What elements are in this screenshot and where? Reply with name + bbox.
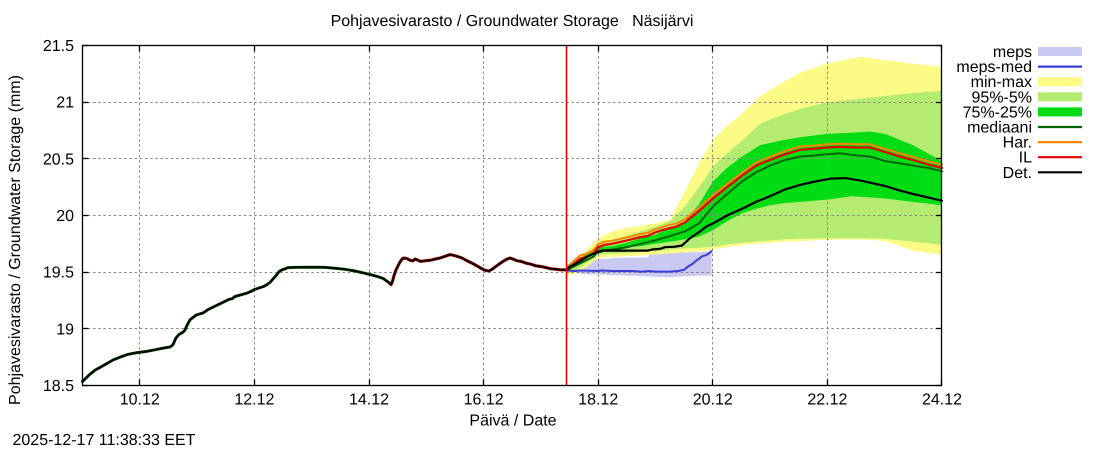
svg-text:21.5: 21.5 bbox=[43, 38, 74, 55]
svg-text:meps-med: meps-med bbox=[956, 59, 1032, 76]
svg-text:18.12: 18.12 bbox=[578, 392, 618, 409]
svg-text:mediaani: mediaani bbox=[967, 120, 1032, 137]
svg-text:Det.: Det. bbox=[1003, 165, 1032, 182]
svg-text:19.5: 19.5 bbox=[43, 265, 74, 282]
svg-text:Har.: Har. bbox=[1003, 135, 1032, 152]
svg-text:75%-25%: 75%-25% bbox=[963, 104, 1032, 121]
svg-text:min-max: min-max bbox=[971, 74, 1032, 91]
svg-text:Pohjavesivarasto / Groundwater: Pohjavesivarasto / Groundwater Storage N… bbox=[331, 13, 694, 30]
svg-text:16.12: 16.12 bbox=[464, 392, 504, 409]
svg-text:14.12: 14.12 bbox=[349, 392, 389, 409]
svg-text:21: 21 bbox=[56, 95, 74, 112]
svg-text:20: 20 bbox=[56, 208, 74, 225]
svg-text:2025-12-17 11:38:33 EET: 2025-12-17 11:38:33 EET bbox=[13, 432, 196, 449]
svg-text:12.12: 12.12 bbox=[234, 392, 274, 409]
svg-text:20.12: 20.12 bbox=[693, 392, 733, 409]
svg-text:22.12: 22.12 bbox=[807, 392, 847, 409]
svg-text:24.12: 24.12 bbox=[922, 392, 962, 409]
svg-text:95%-5%: 95%-5% bbox=[972, 89, 1032, 106]
svg-text:meps: meps bbox=[993, 44, 1032, 61]
svg-text:19: 19 bbox=[56, 321, 74, 338]
svg-text:IL: IL bbox=[1019, 150, 1032, 167]
svg-text:Pohjavesivarasto / Groundwater: Pohjavesivarasto / Groundwater Storage (… bbox=[7, 75, 24, 405]
svg-text:20.5: 20.5 bbox=[43, 151, 74, 168]
svg-text:Päivä / Date: Päivä / Date bbox=[469, 413, 556, 430]
svg-text:10.12: 10.12 bbox=[120, 392, 160, 409]
svg-text:18.5: 18.5 bbox=[43, 378, 74, 395]
